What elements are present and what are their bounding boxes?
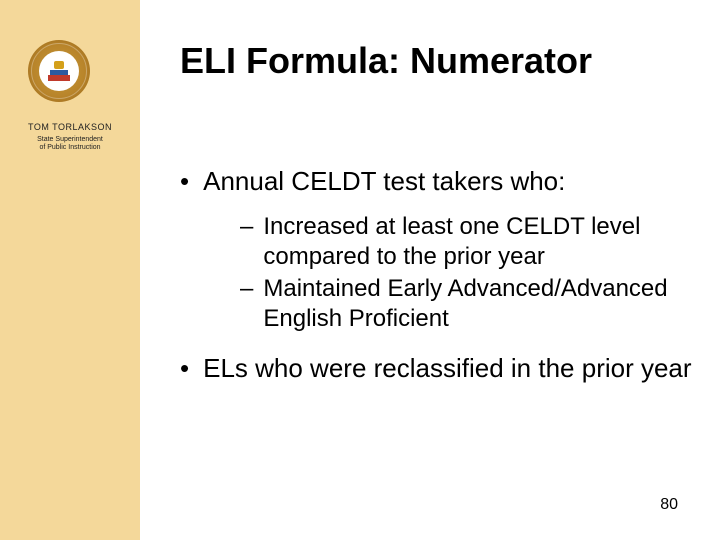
bullet-item: • ELs who were reclassified in the prior… [180,352,700,385]
bullet-marker: • [180,165,189,198]
official-name: TOM TORLAKSON [0,122,140,132]
bullet-text: ELs who were reclassified in the prior y… [203,352,691,385]
official-title-line2: of Public Instruction [39,144,100,151]
slide-title: ELI Formula: Numerator [180,40,700,82]
sub-bullet-text: Increased at least one CELDT level compa… [263,212,700,272]
sub-bullet-item: – Increased at least one CELDT level com… [240,212,700,272]
bullet-marker: • [180,352,189,385]
bullet-list: • Annual CELDT test takers who: – Increa… [180,165,700,392]
official-title-line1: State Superintendent [37,136,103,143]
sub-bullet-marker: – [240,212,253,242]
bullet-item: • Annual CELDT test takers who: [180,165,700,198]
official-title: State Superintendent of Public Instructi… [0,136,140,153]
bullet-text: Annual CELDT test takers who: [203,165,565,198]
department-seal [28,40,90,102]
content-area: ELI Formula: Numerator • Annual CELDT te… [140,0,720,540]
sub-bullet-list: – Increased at least one CELDT level com… [240,212,700,334]
sub-bullet-item: – Maintained Early Advanced/Advanced Eng… [240,274,700,334]
sub-bullet-text: Maintained Early Advanced/Advanced Engli… [263,274,700,334]
sidebar: TOM TORLAKSON State Superintendent of Pu… [0,0,140,540]
page-number: 80 [660,496,678,514]
sub-bullet-marker: – [240,274,253,304]
